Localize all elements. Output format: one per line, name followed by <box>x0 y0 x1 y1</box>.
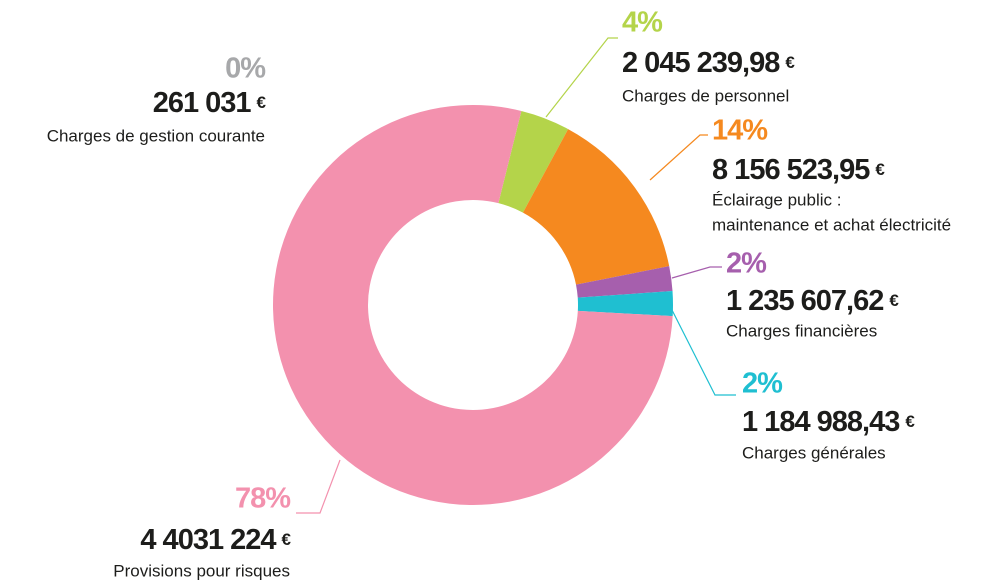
donut-slice <box>522 129 670 285</box>
amount-label: 4 4031 224 € <box>140 524 291 556</box>
amount-value: 261 031 <box>153 87 252 119</box>
leader-line <box>545 37 618 118</box>
category-label: Charges de gestion courante <box>47 126 265 145</box>
donut-slice <box>273 104 673 505</box>
donut-slice <box>576 266 673 298</box>
amount-value: 1 184 988,43 <box>742 406 900 438</box>
percent-label: 2% <box>742 368 783 400</box>
amount-label: 1 235 607,62 € <box>726 285 899 317</box>
percent-label: 14% <box>712 115 768 147</box>
donut-slice <box>577 291 673 317</box>
currency: € <box>282 530 292 549</box>
category-label: maintenance et achat électricité <box>712 215 951 234</box>
leader-line <box>649 134 708 181</box>
percent-label: 0% <box>225 53 266 85</box>
currency: € <box>889 291 899 310</box>
amount-label: 1 184 988,43 € <box>742 406 915 438</box>
leader-line <box>296 459 341 514</box>
currency: € <box>905 412 915 431</box>
percent-label: 2% <box>726 248 767 280</box>
amount-value: 1 235 607,62 <box>726 285 883 317</box>
amount-label: 261 031 € <box>153 87 267 119</box>
leader-line <box>671 309 736 396</box>
amount-label: 2 045 239,98 € <box>622 47 795 79</box>
category-label: Provisions pour risques <box>113 561 290 580</box>
amount-label: 8 156 523,95 € <box>712 154 885 186</box>
leader-line <box>671 266 722 279</box>
currency: € <box>257 93 267 112</box>
category-label: Charges financières <box>726 321 877 340</box>
amount-value: 2 045 239,98 <box>622 47 780 79</box>
category-label: Charges de personnel <box>622 86 789 105</box>
currency: € <box>785 53 795 72</box>
category-label: Charges générales <box>742 443 886 462</box>
category-label: Éclairage public : <box>712 190 841 209</box>
amount-value: 8 156 523,95 <box>712 154 870 186</box>
donut-slice <box>498 110 569 213</box>
percent-label: 78% <box>235 483 291 515</box>
percent-label: 4% <box>622 7 663 39</box>
currency: € <box>875 160 885 179</box>
amount-value: 4 4031 224 <box>140 524 276 556</box>
